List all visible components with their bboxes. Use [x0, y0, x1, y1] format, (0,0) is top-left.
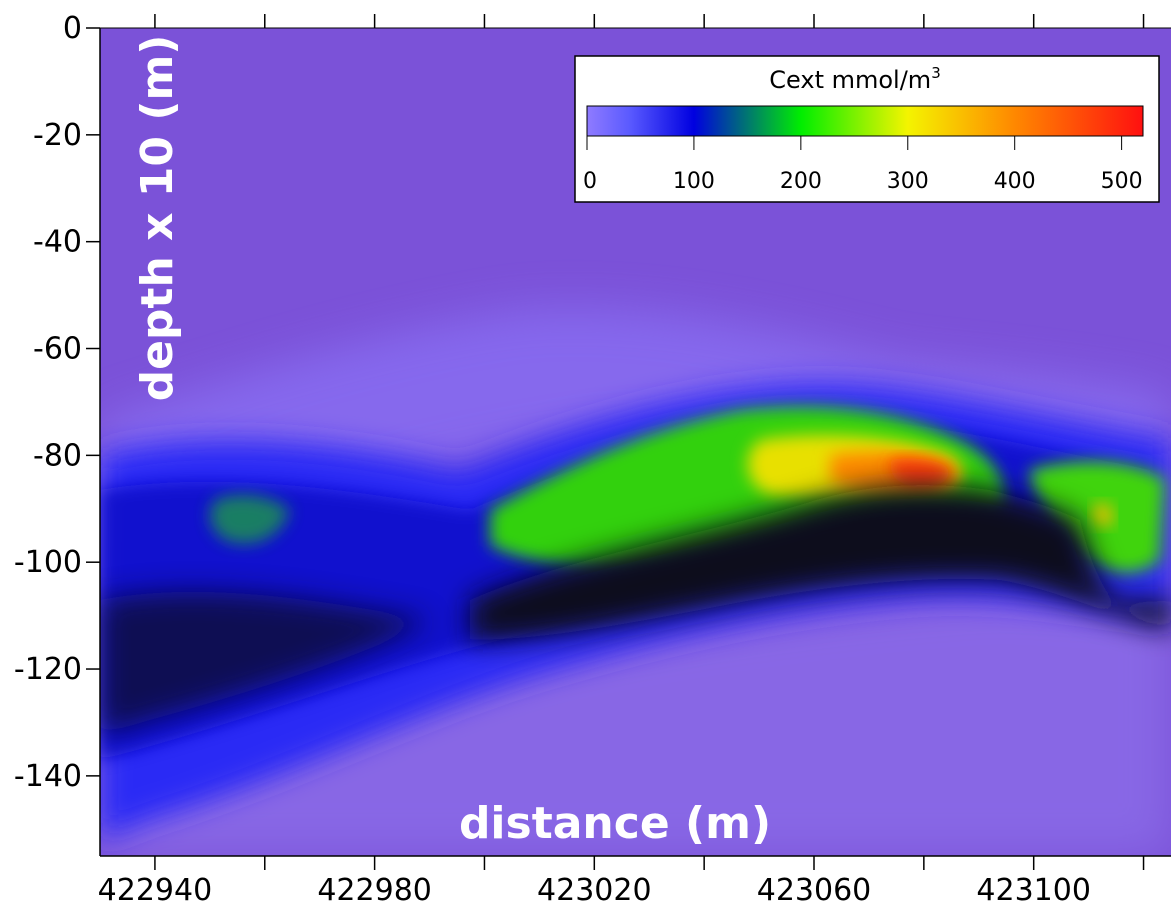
x-tick-label: 423020	[537, 873, 652, 908]
dark-shadow-left	[100, 591, 430, 735]
y-tick-label: -140	[14, 759, 82, 794]
y-tick-label: -80	[33, 438, 82, 473]
y-axis-title: depth x 10 (m)	[132, 35, 183, 402]
y-tick-label: 0	[63, 11, 82, 46]
x-tick-label: 423060	[757, 873, 872, 908]
colorbar-tick-label: 200	[780, 169, 822, 194]
red-peak	[889, 458, 952, 488]
y-tick-label: -40	[33, 225, 82, 260]
y-tick-label: -120	[14, 652, 82, 687]
x-axis-title: distance (m)	[459, 798, 771, 849]
y-tick-label: -20	[33, 118, 82, 153]
colorbar-ticks: 0 100 200 300 400 500	[583, 136, 1143, 194]
x-ticks: 422940 422980 423020 423060 423100	[98, 14, 1145, 908]
colorbar-legend: Cext mmol/m3 0 100 200 300 400 500	[574, 55, 1160, 203]
x-tick-label: 422980	[317, 873, 432, 908]
colorbar-tick-label: 300	[887, 169, 929, 194]
green-specks-left	[209, 494, 290, 544]
lower-haze	[100, 590, 1171, 856]
y-tick-label: -60	[33, 332, 82, 367]
yellow-spot-right	[1093, 503, 1113, 527]
x-tick-label: 423100	[976, 873, 1091, 908]
colorbar-title-superscript: 3	[931, 64, 941, 82]
x-tick-label: 422940	[98, 873, 213, 908]
colorbar-tick-label: 100	[673, 169, 715, 194]
colorbar-tick-label: 400	[994, 169, 1036, 194]
colorbar-tick-label: 0	[583, 169, 597, 194]
y-ticks: 0 -20 -40 -60 -80 -100 -120 -140	[14, 11, 100, 794]
y-tick-label: -100	[14, 545, 82, 580]
colorbar-title: Cext mmol/m3	[769, 64, 940, 94]
colorbar-tick-label: 500	[1101, 169, 1143, 194]
heatmap	[100, 308, 1171, 856]
colorbar-bar	[586, 105, 1144, 137]
dark-shadow	[470, 485, 1171, 640]
